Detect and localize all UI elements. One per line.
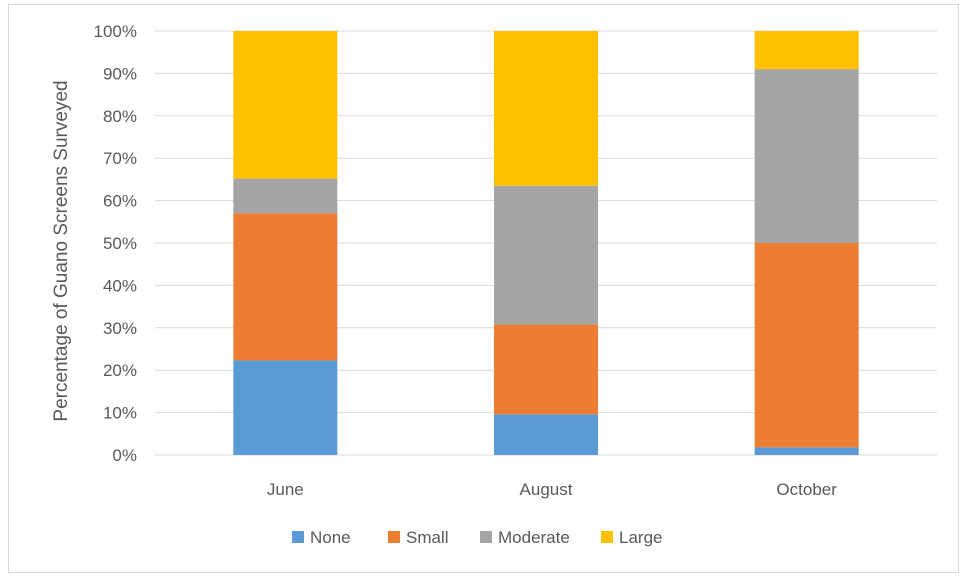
y-tick-label: 20%	[103, 361, 137, 380]
legend-label: Large	[619, 528, 662, 547]
legend-item-large: Large	[601, 528, 662, 547]
y-tick-label: 70%	[103, 149, 137, 168]
bar-none-june	[233, 360, 338, 455]
bar-moderate-october	[754, 69, 859, 243]
y-tick-label: 60%	[103, 192, 137, 211]
bar-moderate-june	[233, 178, 338, 214]
y-tick-label: 40%	[103, 276, 137, 295]
bar-large-october	[754, 31, 859, 70]
bar-large-june	[233, 31, 338, 179]
x-tick-label: June	[267, 480, 304, 499]
y-tick-label: 30%	[103, 319, 137, 338]
legend-item-none: None	[292, 528, 351, 547]
y-axis-title: Percentage of Guano Screens Surveyed	[51, 80, 72, 421]
y-tick-label: 10%	[103, 404, 137, 423]
legend-item-moderate: Moderate	[480, 528, 570, 547]
legend-swatch	[292, 531, 304, 543]
bar-moderate-august	[494, 185, 598, 325]
bars	[233, 31, 859, 455]
y-axis-ticks: 0% 10% 20% 30% 40% 50% 60% 70% 80% 90% 100%	[94, 22, 137, 465]
legend-label: None	[310, 528, 351, 547]
bar-small-august	[494, 324, 598, 415]
legend-label: Small	[406, 528, 449, 547]
bar-large-august	[494, 31, 598, 186]
legend-item-small: Small	[388, 528, 449, 547]
y-tick-label: 80%	[103, 107, 137, 126]
x-axis-ticks: June August October	[267, 480, 837, 499]
legend-label: Moderate	[498, 528, 570, 547]
x-tick-label: October	[776, 480, 837, 499]
legend-swatch	[388, 531, 400, 543]
x-tick-label: August	[520, 480, 573, 499]
y-tick-label: 0%	[112, 446, 137, 465]
y-tick-label: 50%	[103, 234, 137, 253]
bar-small-october	[754, 243, 859, 448]
legend: None Small Moderate Large	[292, 528, 662, 547]
bar-none-august	[494, 414, 598, 455]
legend-swatch	[480, 531, 492, 543]
bar-small-june	[233, 213, 338, 361]
bar-none-october	[754, 447, 859, 455]
y-tick-label: 90%	[103, 64, 137, 83]
legend-swatch	[601, 531, 613, 543]
y-tick-label: 100%	[94, 22, 137, 41]
